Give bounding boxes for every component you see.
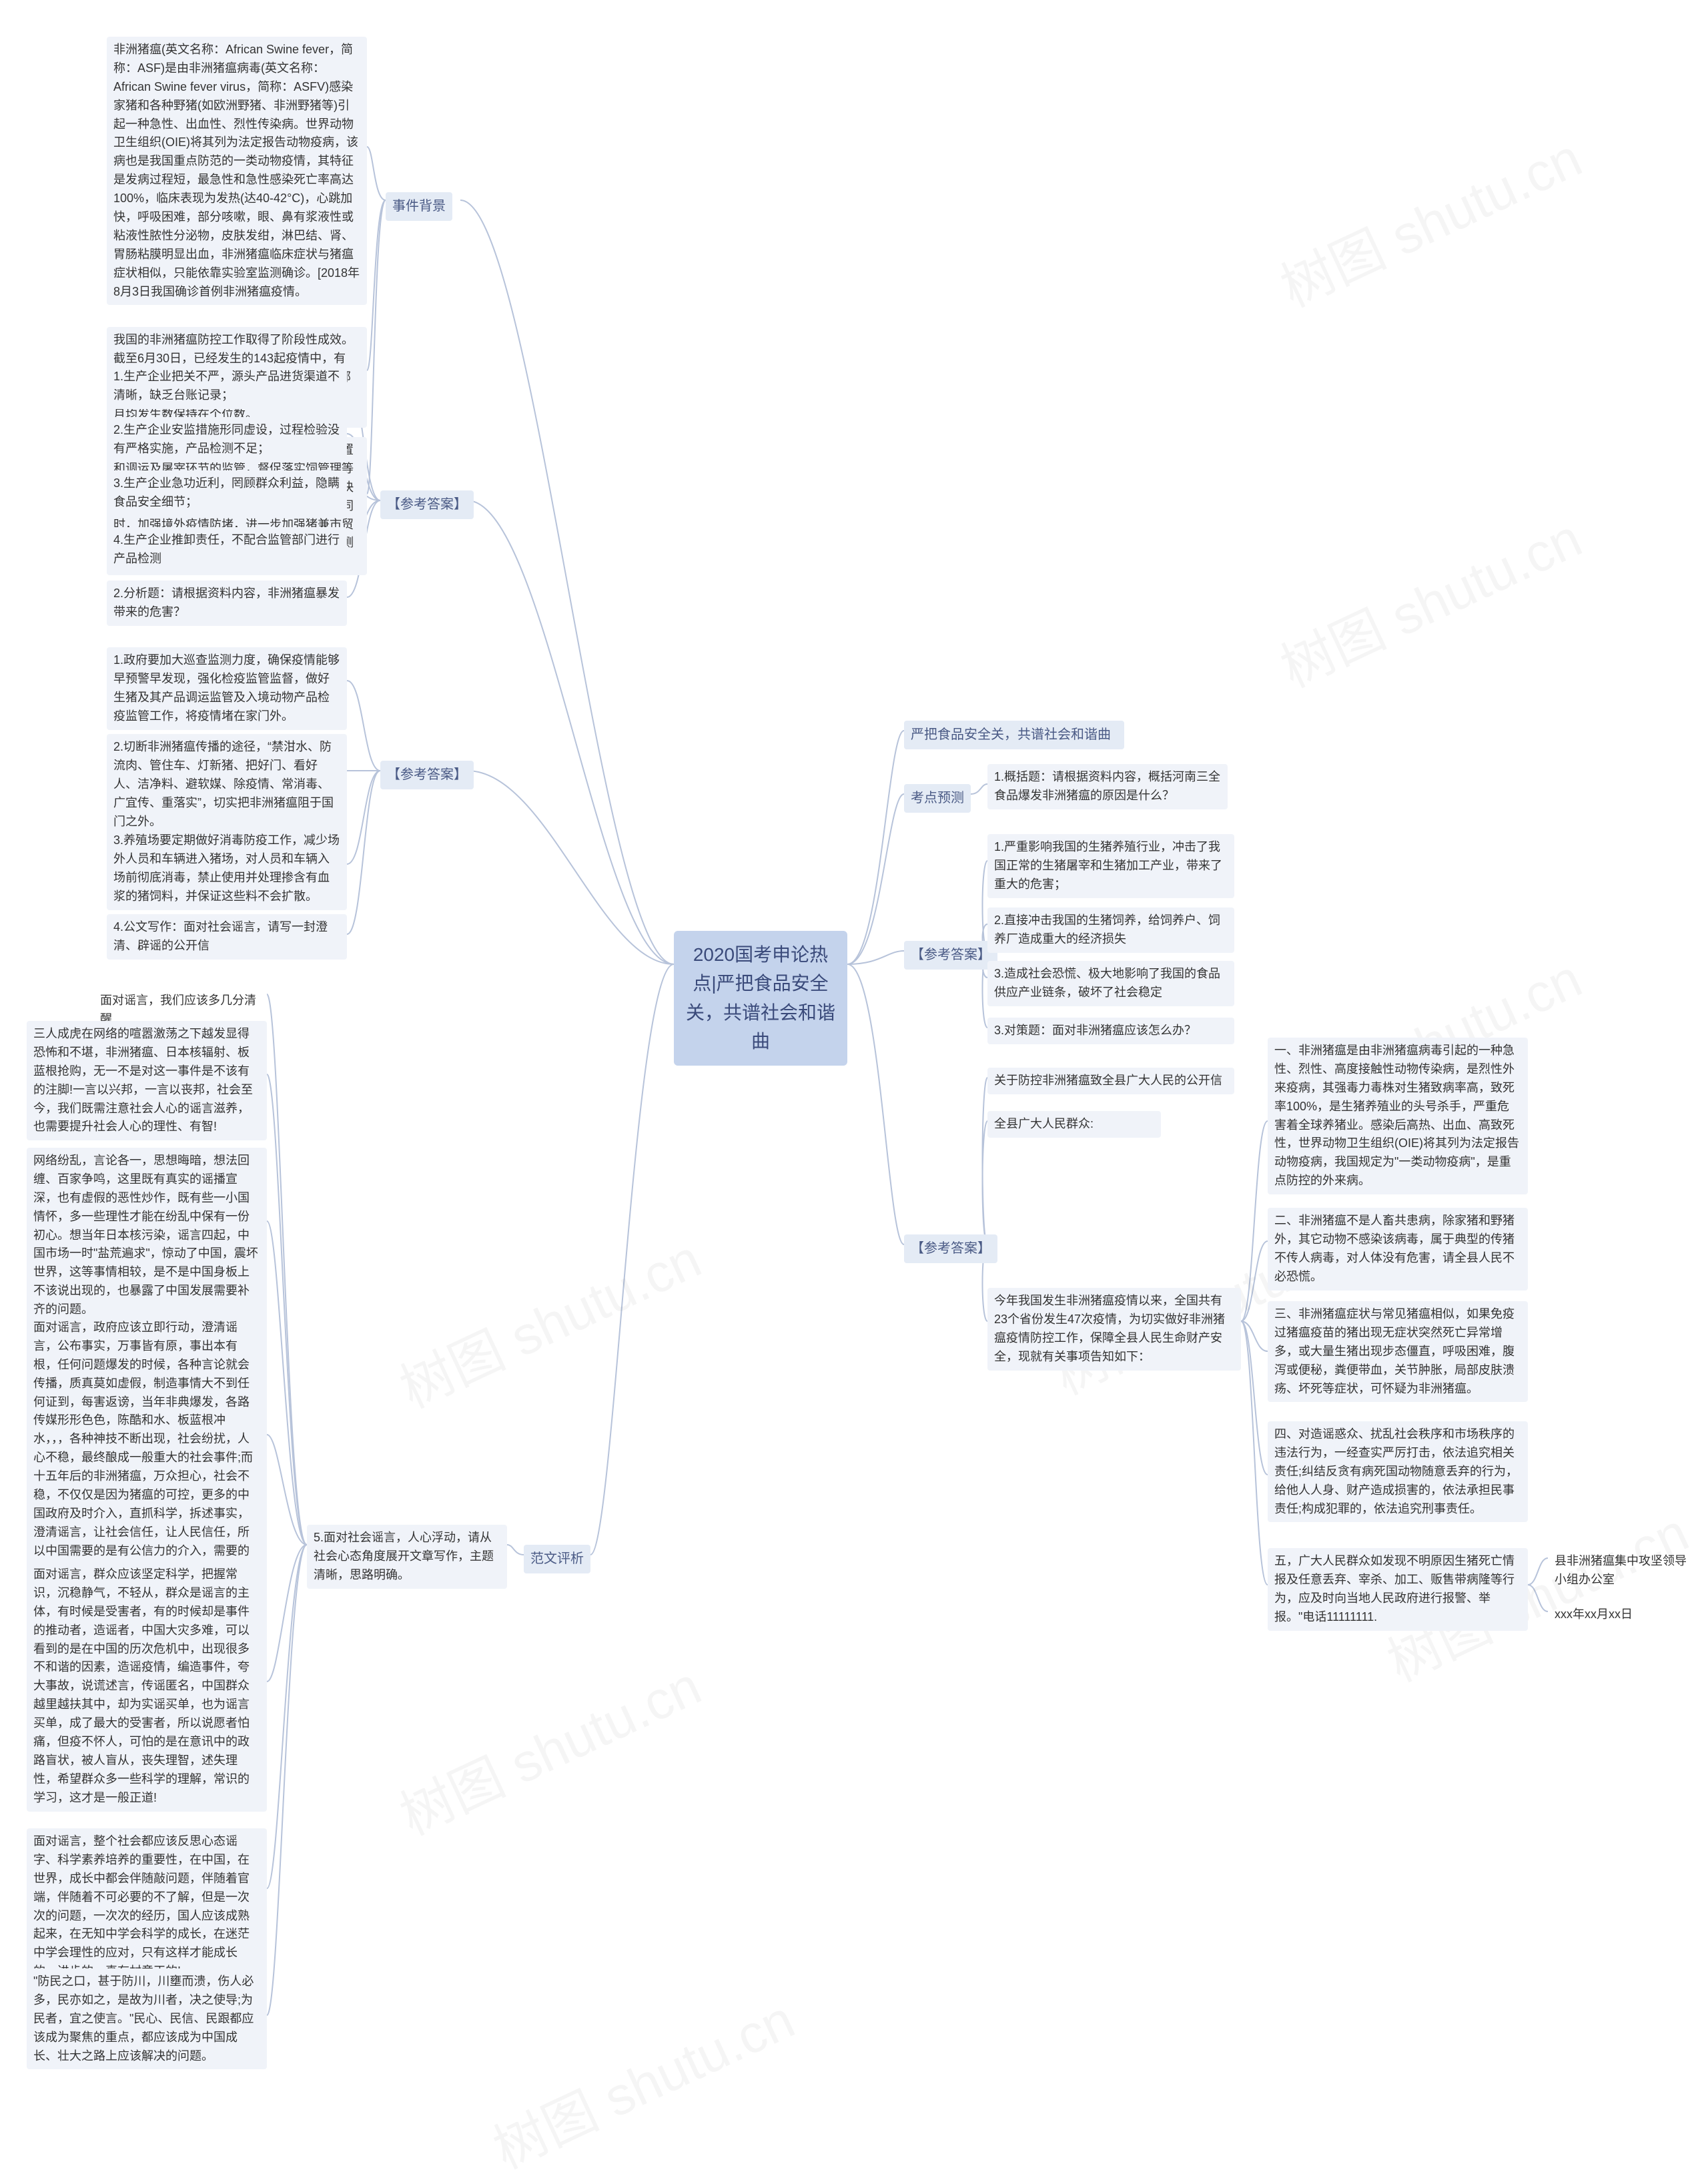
leaf-a3-2: 3.造成社会恐慌、极大地影响了我国的食品供应产业链条，破坏了社会稳定 xyxy=(987,961,1234,1006)
leaf-a3-0: 1.严重影响我国的生猪养殖行业，冲击了我国正常的生猪屠宰和生猪加工产业，带来了重… xyxy=(987,834,1234,898)
leaf-fw-4: 面对谣言，群众应该坚定科学，把握常识，沉稳静气，不轻从，群众是谣言的主体，有时候… xyxy=(27,1561,267,1812)
leaf-a1-item-5: 2.分析题：请根据资料内容，非洲猪瘟暴发带来的危害？ xyxy=(107,581,347,626)
leaf-a1-item-3: 3.生产企业急功近利，罔顾群众利益，隐瞒食品安全细节； xyxy=(107,470,347,516)
leaf-fw-5: 面对谣言，整个社会都应该反思心态谣字、科学素养培养的重要性，在中国，在世界，成长… xyxy=(27,1828,267,1985)
section-topic-title[interactable]: 严把食品安全关，共谱社会和谐曲 xyxy=(904,721,1124,749)
leaf-a1-item-4: 4.生产企业推卸责任，不配合监管部门进行产品检测 xyxy=(107,527,347,573)
leaf-a2-item-3: 3.养殖场要定期做好消毒防疫工作，减少场外人员和车辆进入猪场，对人员和车辆入场前… xyxy=(107,827,347,910)
root-node[interactable]: 2020国考申论热点|严把食品安全关，共谱社会和谐曲 xyxy=(674,931,847,1066)
watermark: 树图 shutu.cn xyxy=(386,1216,711,1423)
section-event-background[interactable]: 事件背景 xyxy=(386,192,452,221)
mindmap-canvas: 树图 shutu.cn 树图 shutu.cn 树图 shutu.cn 树图 s… xyxy=(0,0,1708,2110)
section-answer-2[interactable]: 【参考答案】 xyxy=(380,761,474,789)
section-essay-analysis[interactable]: 范文评析 xyxy=(524,1545,590,1573)
leaf-a1-item-2: 2.生产企业安监措施形同虚设，过程检验没有严格实施，产品检测不足； xyxy=(107,417,347,462)
leaf-a4-4: 五，广大人民群众如发现不明原因生猪死亡情报及任意丢弃、宰杀、加工、贩售带病隆等行… xyxy=(1268,1548,1528,1631)
leaf-fw-3: 面对谣言，政府应该立即行动，澄清谣言，公布事实，万事皆有原，事出本有根，任何问题… xyxy=(27,1315,267,1601)
leaf-a4-sign-2: xxx年xx月xx日 xyxy=(1548,1601,1668,1628)
leaf-a4-sign-1: 县非洲猪瘟集中攻坚领导小组办公室 xyxy=(1548,1548,1701,1593)
leaf-a2-item-1: 1.政府要加大巡查监测力度，确保疫情能够早预警早发现，强化检疫监管监督，做好生猪… xyxy=(107,647,347,730)
section-answer-4[interactable]: 【参考答案】 xyxy=(904,1234,997,1263)
leaf-a4-mid: 今年我国发生非洲猪瘟疫情以来，全国共有23个省份发生47次疫情，为切实做好非洲猪… xyxy=(987,1288,1241,1371)
leaf-a3-1: 2.直接冲击我国的生猪饲养，给饲养户、饲养厂造成重大的经济损失 xyxy=(987,907,1234,953)
leaf-bg-0: 非洲猪瘟(英文名称：African Swine fever，简称：ASF)是由非… xyxy=(107,37,367,305)
section-answer-1[interactable]: 【参考答案】 xyxy=(380,490,474,519)
watermark: 树图 shutu.cn xyxy=(1266,496,1592,703)
watermark: 树图 shutu.cn xyxy=(479,1977,805,2184)
leaf-a4-1: 二、非洲猪瘟不是人畜共患病，除家猪和野猪外，其它动物不感染该病毒，属于典型的传猪… xyxy=(1268,1208,1528,1291)
leaf-a2-item-2: 2.切断非洲猪瘟传播的途径，“禁泔水、防流肉、管住车、灯新猪、把好门、看好人、洁… xyxy=(107,734,347,835)
leaf-a1-item-1: 1.生产企业把关不严，源头产品进货渠道不清晰，缺乏台账记录； xyxy=(107,364,347,409)
section-exam-prediction[interactable]: 考点预测 xyxy=(904,784,971,813)
leaf-a4-2: 三、非洲猪瘟症状与常见猪瘟相似，如果免疫过猪瘟疫苗的猪出现无症状突然死亡异常增多… xyxy=(1268,1301,1528,1402)
section-answer-3[interactable]: 【参考答案】 xyxy=(904,941,997,970)
leaf-fw-prompt: 5.面对社会谣言，人心浮动，请从社会心态角度展开文章写作，主题清晰，思路明确。 xyxy=(307,1525,507,1589)
watermark: 树图 shutu.cn xyxy=(1266,115,1592,322)
leaf-a4-0: 一、非洲猪瘟是由非洲猪瘟病毒引起的一种急性、烈性、高度接触性动物传染病，是烈性外… xyxy=(1268,1038,1528,1194)
leaf-fw-1: 三人成虎在网络的喧嚣激荡之下越发显得恐怖和不堪，非洲猪瘟、日本核辐射、板蓝根抢购… xyxy=(27,1021,267,1140)
leaf-fw-6: "防民之口，甚于防川，川壅而溃，伤人必多，民亦如之，是故为川者，决之使导;为民者… xyxy=(27,1968,267,2069)
leaf-fw-2: 网络纷乱，言论各一，思想晦暗，想法回缠、百家争鸣，这里既有真实的谣播宣深，也有虚… xyxy=(27,1148,267,1323)
leaf-kd-0: 1.概括题：请根据资料内容，概括河南三全食品爆发非洲猪瘟的原因是什么？ xyxy=(987,764,1228,809)
leaf-a4-3: 四、对造谣惑众、扰乱社会秩序和市场秩序的违法行为，一经查实严厉打击，依法追究相关… xyxy=(1268,1421,1528,1522)
leaf-a2-item-4: 4.公文写作：面对社会谣言，请写一封澄清、辟谣的公开信 xyxy=(107,914,347,960)
leaf-a3-3: 3.对策题：面对非洲猪瘟应该怎么办？ xyxy=(987,1018,1234,1044)
watermark: 树图 shutu.cn xyxy=(386,1644,711,1850)
leaf-a4-intro-0: 关于防控非洲猪瘟致全县广大人民的公开信 xyxy=(987,1068,1234,1094)
leaf-a4-intro-1: 全县广大人民群众: xyxy=(987,1111,1161,1138)
